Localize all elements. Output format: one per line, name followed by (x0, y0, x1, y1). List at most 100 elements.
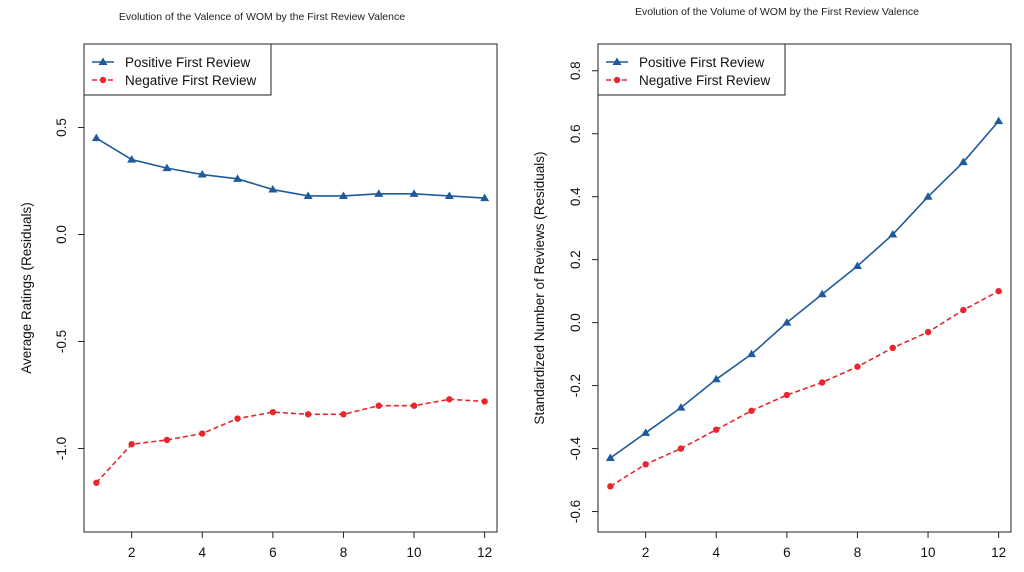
valence-x-tick-label: 8 (340, 545, 348, 560)
volume-series-negative-point (607, 483, 614, 490)
volume-series-negative-point (924, 328, 932, 336)
volume-series-negative-point (960, 306, 967, 314)
volume-y-tick-label: 0.6 (568, 124, 583, 143)
valence-chart-ylabel: Average Ratings (Residuals) (19, 202, 34, 374)
volume-x-tick-label: 2 (642, 545, 650, 560)
volume-y-tick-label: -0.2 (568, 374, 583, 397)
valence-series-negative-point (128, 441, 135, 448)
volume-y-tick-label: 0.0 (568, 313, 583, 332)
valence-series-positive-point (480, 193, 490, 202)
valence-series-negative-point (234, 415, 241, 422)
volume-series-positive-point (958, 157, 968, 166)
valence-legend: Positive First Review Negative First Rev… (83, 43, 272, 96)
volume-series-positive-point (852, 261, 862, 269)
volume-x-axis: 2 4 6 8 10 12 (642, 532, 1006, 560)
valence-series-positive-point (127, 155, 137, 163)
valence-series-positive-point (91, 133, 101, 142)
volume-legend-label-negative: Negative First Review (639, 73, 771, 88)
volume-series-positive-point (711, 374, 721, 383)
valence-series-positive-point (162, 163, 172, 172)
valence-series-negative-point (340, 411, 347, 418)
valence-series-positive-point (268, 185, 278, 193)
valence-y-tick-label: 0.5 (54, 118, 69, 137)
volume-chart-title: Evolution of the Volume of WOM by the Fi… (635, 6, 919, 18)
volume-legend-marker-positive (612, 57, 622, 65)
volume-y-tick-label: -0.6 (568, 500, 583, 523)
valence-series-negative-point (93, 479, 100, 486)
volume-series-positive-point (994, 116, 1004, 125)
valence-legend-label-negative: Negative First Review (125, 73, 257, 88)
valence-series-negative-point (304, 411, 312, 418)
volume-legend-box (597, 43, 786, 96)
valence-legend-marker-negative (99, 76, 107, 84)
valence-x-tick-label: 12 (477, 545, 492, 560)
valence-legend-marker-positive (98, 57, 108, 65)
volume-y-tick-label: 0.2 (568, 250, 583, 269)
volume-series-negative-point (818, 379, 826, 386)
valence-series-negative-point (199, 430, 206, 437)
volume-y-tick-label: 0.8 (568, 61, 583, 80)
volume-y-tick-label: -0.4 (568, 436, 583, 460)
valence-series-negative-point (446, 396, 453, 403)
valence-legend-label-positive: Positive First Review (125, 55, 251, 70)
valence-chart: Evolution of the Valence of WOM by the F… (19, 11, 498, 560)
valence-series-positive-point (233, 174, 243, 182)
valence-series-negative-point (481, 398, 488, 405)
volume-y-tick-label: 0.4 (568, 187, 583, 206)
volume-x-tick-label: 10 (921, 545, 936, 560)
valence-series-negative-point (163, 436, 171, 444)
volume-series-negative-line (609, 290, 1000, 488)
valence-series-negative-point (269, 408, 277, 416)
volume-series-negative-point (713, 426, 720, 433)
valence-legend-box (83, 43, 272, 96)
volume-series-positive-point (888, 229, 898, 238)
volume-series-positive-point (817, 289, 827, 298)
valence-series-negative-point (375, 402, 382, 409)
volume-x-tick-label: 12 (991, 545, 1006, 560)
volume-series-positive-point (747, 349, 757, 358)
volume-series-negative-point (995, 287, 1002, 295)
valence-x-tick-label: 6 (269, 545, 277, 560)
valence-x-axis: 2 4 6 8 10 12 (128, 532, 492, 560)
valence-series-positive-point (303, 191, 313, 199)
volume-series-negative-point (889, 344, 896, 352)
volume-series-positive-point (782, 318, 792, 326)
valence-chart-title: Evolution of the Valence of WOM by the F… (119, 11, 405, 23)
valence-x-tick-label: 4 (198, 545, 206, 560)
volume-legend: Positive First Review Negative First Rev… (597, 43, 786, 96)
valence-series-negative-line (95, 398, 485, 484)
valence-series-layer (91, 133, 490, 486)
volume-series-negative-point (677, 445, 685, 452)
volume-series-negative-point (642, 461, 649, 468)
volume-plot-frame (597, 43, 1012, 533)
valence-series-positive-point (444, 191, 454, 199)
volume-series-positive-point (641, 428, 651, 436)
volume-chart-ylabel: Standardized Number of Reviews (Residual… (532, 151, 547, 424)
volume-series-negative-point (748, 407, 755, 414)
volume-legend-label-positive: Positive First Review (639, 55, 765, 70)
valence-x-tick-label: 10 (407, 545, 422, 560)
valence-y-tick-label: 0.0 (54, 225, 69, 244)
valence-series-positive-point (409, 189, 419, 197)
valence-y-tick-label: -1.0 (54, 437, 69, 460)
volume-series-positive-line (609, 120, 1000, 459)
volume-series-negative-point (854, 363, 861, 370)
volume-y-axis: 0.8 0.6 0.4 0.2 0.0 -0.2 -0.4 -0.6 (568, 61, 598, 523)
valence-y-tick-label: -0.5 (54, 330, 69, 353)
volume-x-tick-label: 8 (854, 545, 862, 560)
valence-series-negative-point (410, 402, 418, 409)
valence-series-positive-point (197, 170, 207, 178)
volume-series-positive-point (605, 453, 615, 462)
volume-series-negative-point (783, 391, 791, 399)
volume-x-tick-label: 4 (712, 545, 720, 560)
valence-y-axis: 0.5 0.0 -0.5 -1.0 (54, 118, 84, 460)
valence-series-positive-point (374, 189, 384, 197)
volume-legend-marker-negative (613, 76, 621, 84)
valence-x-tick-label: 2 (128, 545, 136, 560)
volume-chart: Evolution of the Volume of WOM by the Fi… (532, 6, 1012, 560)
valence-plot-frame (83, 43, 498, 533)
volume-x-tick-label: 6 (783, 545, 791, 560)
volume-series-positive-point (923, 192, 933, 200)
volume-series-layer (605, 116, 1004, 490)
